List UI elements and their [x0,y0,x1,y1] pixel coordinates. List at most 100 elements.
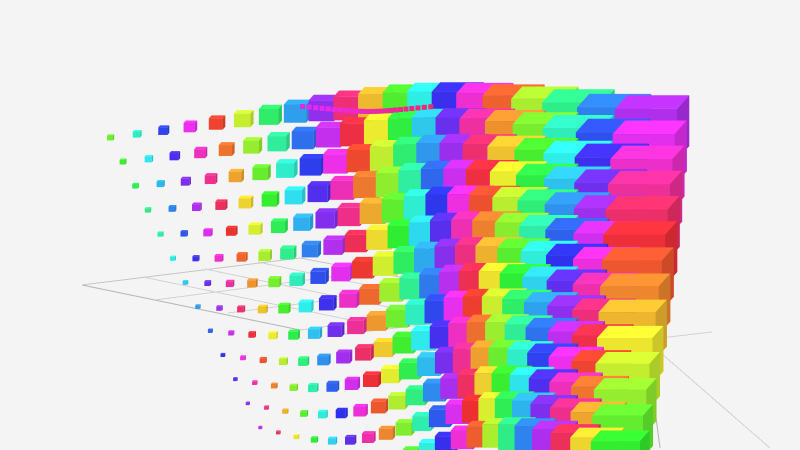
cube-marker [435,108,487,153]
cube-marker [546,243,609,298]
cube-marker [542,114,614,177]
cube-marker [482,84,545,139]
cube-marker [451,211,497,251]
cube-marker [399,358,424,380]
cube-marker [228,330,235,336]
cube-marker [403,106,409,112]
cube-marker [220,352,226,358]
cube-marker [549,398,602,444]
cube-marker [352,256,377,279]
cube-marker [610,145,685,211]
cube-marker [363,108,369,114]
cube-marker [367,108,373,114]
cube-marker [512,112,579,170]
cube-marker [369,139,407,172]
cube-marker [289,383,299,391]
cube-marker [208,115,226,130]
cube-marker [528,369,579,413]
cube-marker [236,252,248,262]
cube-marker [405,299,436,325]
cube-marker [257,304,268,314]
cube-marker [402,446,421,450]
cube-marker [461,394,494,423]
cube-marker [494,212,550,260]
cube-marker [576,93,652,159]
cube-marker [258,249,272,261]
cube-marker [156,180,165,188]
cube-marker [378,425,396,440]
cube-marker [419,268,454,299]
cube-marker [355,344,374,361]
cube-marker [383,108,389,114]
cube-marker [572,298,636,354]
cube-marker [339,117,374,147]
cube-marker [344,434,357,445]
cube-marker [293,434,300,440]
cube-marker [530,395,578,437]
cube-marker [574,143,649,209]
cube-marker [323,235,346,255]
cube-marker [381,193,416,223]
cube-marker [434,346,466,374]
cube-marker [373,337,396,358]
cube-marker [532,420,578,450]
cube-marker [366,224,396,250]
cube-marker [429,212,472,249]
cube-marker [545,217,610,274]
cube-marker [472,211,523,255]
cube-marker [403,189,442,223]
cube-marker [590,430,650,450]
cube-marker [509,366,555,406]
cube-marker [180,230,188,237]
cube-marker [326,380,340,392]
cube-marker [180,176,191,186]
cube-marker [204,173,218,185]
cube-marker [457,368,491,398]
cube-marker [398,107,404,113]
cube-marker [247,278,258,288]
cube-marker [330,175,359,200]
cube-marker [407,82,455,125]
cube-marker [452,342,488,373]
cube-marker [411,325,440,351]
cube-marker [315,121,346,148]
cube-marker [465,159,519,206]
cube-marker [327,322,345,337]
cube-marker [601,247,674,310]
cube-marker [215,199,228,210]
cube-marker [267,131,290,152]
cube-marker [107,134,115,141]
cube-marker [353,170,385,199]
cube-marker [414,241,450,273]
cube-marker [344,376,361,390]
cube-marker [425,186,468,224]
cube-marker [385,304,413,328]
cube-marker [195,304,201,309]
cube-marker [392,107,398,113]
cube-marker [502,289,552,333]
cube-marker [248,222,263,235]
cube-marker [459,108,516,157]
cube-marker [218,142,235,156]
cube-marker [511,86,579,145]
cube-marker [268,275,282,288]
cube-marker [416,134,462,174]
cube-marker [512,392,556,431]
cube-marker [359,197,391,225]
cube-marker [450,425,478,450]
cube-marker [547,320,606,371]
cube-marker [543,140,613,201]
cube-marker [607,170,683,236]
cube-marker [331,106,337,112]
cube-marker [497,238,551,285]
cube-marker [544,166,612,225]
axis-spines [81,157,661,449]
cube-marker [192,255,200,262]
cube-marker [422,378,450,402]
cube-marker [278,302,291,314]
cube-marker [307,326,323,339]
cube-marker [409,106,415,112]
cube-marker [447,185,494,227]
